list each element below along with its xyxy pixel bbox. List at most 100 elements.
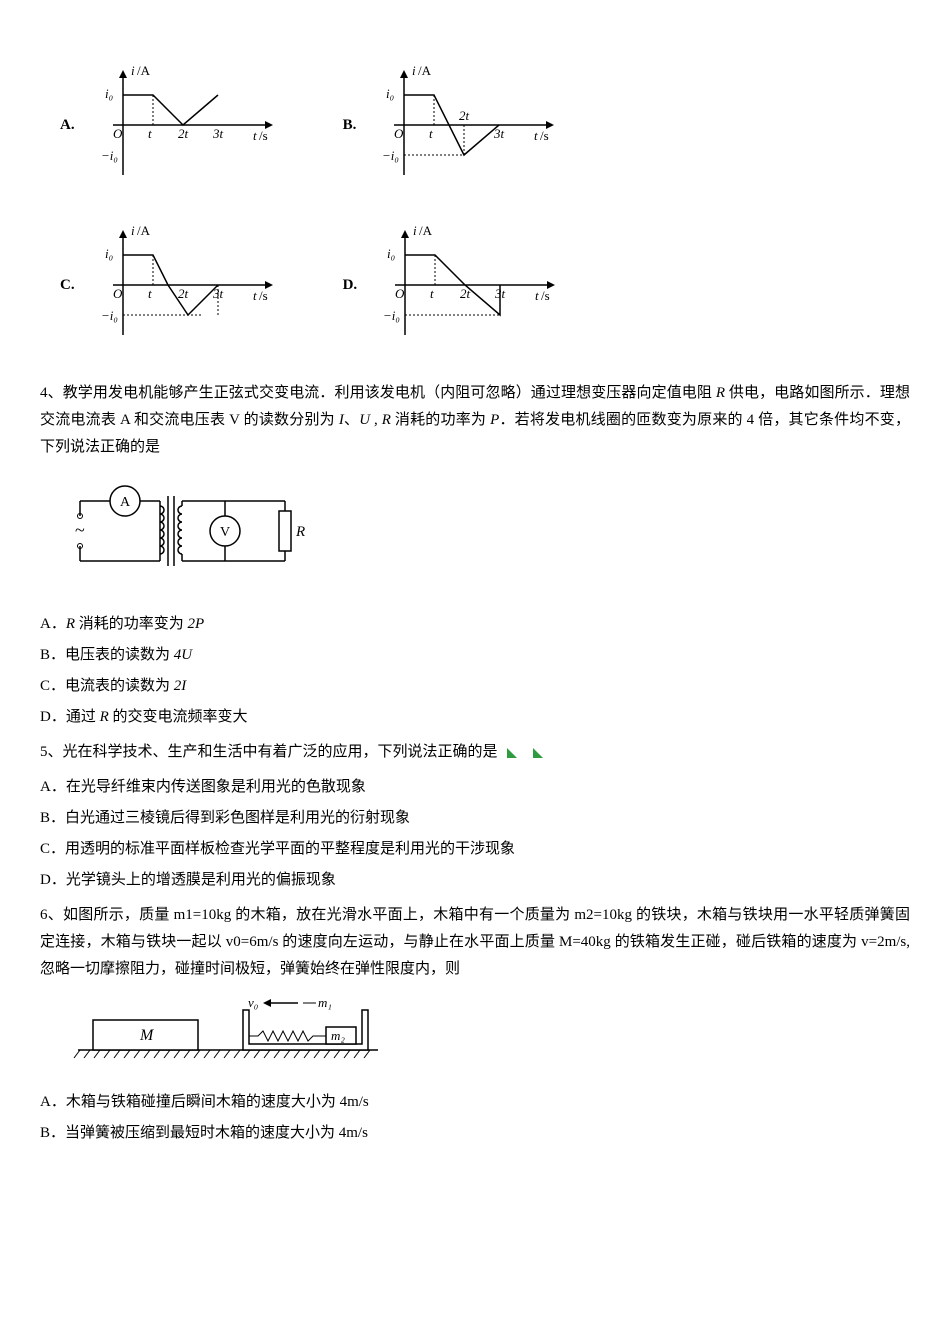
q4-stem: 4、教学用发电机能够产生正弦式交变电流．利用该发电机（内阻可忽略）通过理想变压器… <box>40 380 910 461</box>
q6-diagram-svg: M m₂ v₀ m₁ <box>68 995 388 1065</box>
q6-number: 6、 <box>40 907 63 923</box>
q4-U: U <box>359 412 370 428</box>
q6-stem: 6、如图所示，质量 m1=10kg 的木箱，放在光滑水平面上，木箱中有一个质量为… <box>40 902 910 983</box>
q5-option-d: D．光学镜头上的增透膜是利用光的偏振现象 <box>40 867 910 894</box>
svg-text:O: O <box>395 286 405 301</box>
q4-circuit: ~ A V R <box>60 471 910 591</box>
q5-option-a: A．在光导纤维束内传送图象是利用光的色散现象 <box>40 774 910 801</box>
svg-text:2t: 2t <box>459 108 470 123</box>
q4-sep1: 、 <box>344 412 359 428</box>
svg-text:i: i <box>131 63 135 78</box>
q3-label-a: A. <box>60 112 75 139</box>
q3-chart-b-svg: i /A i₀ −i₀ O t 2t 3t t /s <box>364 60 564 190</box>
svg-text:2t: 2t <box>178 126 189 141</box>
q5-option-b: B．白光通过三棱镜后得到彩色图样是利用光的衍射现象 <box>40 805 910 832</box>
svg-text:/s: /s <box>259 288 268 303</box>
q4-optD-R: R <box>100 709 109 725</box>
q4-number: 4、 <box>40 385 63 401</box>
q5-option-c: C．用透明的标准平面样板检查光学平面的平整程度是利用光的干涉现象 <box>40 836 910 863</box>
q3-chart-a-svg: i /A i₀ −i₀ O t 2t 3t t /s <box>83 60 283 190</box>
q4-optA-val: 2P <box>188 616 205 632</box>
q4-optB-pre: B．电压表的读数为 <box>40 647 174 663</box>
q3-chart-c-svg: i /A i₀ −i₀ O t 2t 3t t /s <box>83 220 283 350</box>
svg-text:/A: /A <box>137 223 151 238</box>
triangle-icon <box>531 746 545 760</box>
q4-stem-1: 教学用发电机能够产生正弦式交变电流．利用该发电机（内阻可忽略）通过理想变压器向定… <box>63 385 716 401</box>
svg-text:/A: /A <box>419 223 433 238</box>
q6-M-label: M <box>139 1027 155 1044</box>
svg-text:O: O <box>113 286 123 301</box>
q5-stem: 5、光在科学技术、生产和生活中有着广泛的应用，下列说法正确的是 <box>40 739 910 766</box>
q4-option-a: A．R 消耗的功率变为 2P <box>40 611 910 638</box>
q4-option-b: B．电压表的读数为 4U <box>40 642 910 669</box>
meter-a-label: A <box>120 495 131 510</box>
q6-diagram: M m₂ v₀ m₁ <box>68 995 910 1075</box>
svg-text:3t: 3t <box>212 126 224 141</box>
q4-optD-pre: D．通过 <box>40 709 100 725</box>
svg-text:i: i <box>413 223 417 238</box>
svg-text:~: ~ <box>75 520 85 540</box>
svg-text:/s: /s <box>259 128 268 143</box>
q4-sep2: , <box>370 412 382 428</box>
svg-text:t: t <box>429 126 433 141</box>
q3-row-2: C. i /A i₀ −i₀ O t 2t 3t t /s <box>60 220 910 350</box>
q6-m1-label: m₁ <box>318 995 332 1010</box>
svg-text:−i₀: −i₀ <box>383 308 400 323</box>
svg-text:O: O <box>394 126 404 141</box>
q4-optA-pre: A． <box>40 616 66 632</box>
svg-text:i₀: i₀ <box>105 86 113 101</box>
q3-label-c: C. <box>60 272 75 299</box>
svg-text:−i₀: −i₀ <box>101 308 118 323</box>
svg-text:−i₀: −i₀ <box>382 148 399 163</box>
svg-text:t: t <box>148 286 152 301</box>
svg-text:i₀: i₀ <box>387 246 395 261</box>
q6-option-b: B．当弹簧被压缩到最短时木箱的速度大小为 4m/s <box>40 1120 910 1147</box>
q4-R-2: R <box>382 412 391 428</box>
q6-option-a: A．木箱与铁箱碰撞后瞬间木箱的速度大小为 4m/s <box>40 1089 910 1116</box>
q6-v0-label: v₀ <box>248 995 258 1010</box>
resistor-r-label: R <box>295 524 305 540</box>
q4-optA-R: R <box>66 616 75 632</box>
q6-stem-text: 如图所示，质量 m1=10kg 的木箱，放在光滑水平面上，木箱中有一个质量为 m… <box>40 907 910 977</box>
svg-text:/A: /A <box>137 63 151 78</box>
q4-optB-val: 4U <box>174 647 192 663</box>
q3-label-d: D. <box>343 272 358 299</box>
q4-P: P <box>490 412 499 428</box>
q3-chart-b: B. i /A i₀ −i₀ O t 2t 3t t /s <box>343 60 565 190</box>
svg-text:t: t <box>535 288 539 303</box>
svg-text:i₀: i₀ <box>105 246 113 261</box>
svg-text:t: t <box>148 126 152 141</box>
svg-text:t: t <box>430 286 434 301</box>
q3-chart-c: C. i /A i₀ −i₀ O t 2t 3t t /s <box>60 220 283 350</box>
q5-stem-text: 光在科学技术、生产和生活中有着广泛的应用，下列说法正确的是 <box>63 744 498 760</box>
svg-text:i: i <box>412 63 416 78</box>
q4-optD-post: 的交变电流频率变大 <box>109 709 248 725</box>
q3-charts-grid: A. i /A i₀ −i₀ O t 2t 3t t /s <box>40 60 910 350</box>
svg-text:/A: /A <box>418 63 432 78</box>
q6-m2-label: m₂ <box>331 1028 345 1043</box>
q3-label-b: B. <box>343 112 357 139</box>
q4-option-d: D．通过 R 的交变电流频率变大 <box>40 704 910 731</box>
q4-option-c: C．电流表的读数为 2I <box>40 673 910 700</box>
svg-text:O: O <box>113 126 123 141</box>
svg-text:−i₀: −i₀ <box>101 148 118 163</box>
svg-text:/s: /s <box>540 128 549 143</box>
svg-text:t: t <box>534 128 538 143</box>
q4-optC-pre: C．电流表的读数为 <box>40 678 174 694</box>
svg-text:t: t <box>253 128 257 143</box>
triangle-icon <box>505 746 519 760</box>
svg-text:t: t <box>253 288 257 303</box>
q4-circuit-svg: ~ A V R <box>60 471 310 581</box>
meter-v-label: V <box>220 525 230 540</box>
svg-text:i₀: i₀ <box>386 86 394 101</box>
q3-chart-d-svg: i /A i₀ −i₀ O t 2t 3t t /s <box>365 220 565 350</box>
svg-text:2t: 2t <box>178 286 189 301</box>
q4-R-1: R <box>716 385 725 401</box>
q4-optA-mid: 消耗的功率变为 <box>75 616 188 632</box>
q5-number: 5、 <box>40 744 63 760</box>
q4-stem-3: 消耗的功率为 <box>391 412 490 428</box>
svg-text:i: i <box>131 223 135 238</box>
q3-chart-d: D. i /A i₀ −i₀ O t 2t 3t t /s <box>343 220 566 350</box>
q3-row-1: A. i /A i₀ −i₀ O t 2t 3t t /s <box>60 60 910 190</box>
q3-chart-a: A. i /A i₀ −i₀ O t 2t 3t t /s <box>60 60 283 190</box>
